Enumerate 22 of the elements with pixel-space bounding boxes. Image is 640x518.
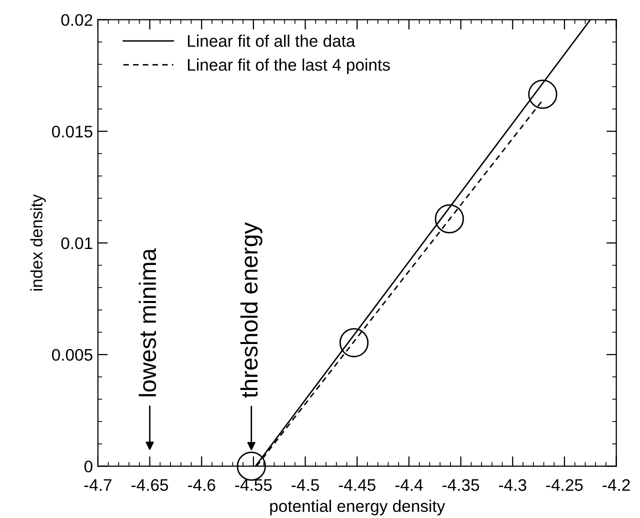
x-tick-label: -4.5 xyxy=(292,479,319,491)
x-tick-label: -4.35 xyxy=(442,479,480,491)
annotation: lowest minima xyxy=(138,248,156,396)
y-tick-label: 0 xyxy=(84,460,92,472)
legend-label: Linear fit of the last 4 points xyxy=(188,58,390,74)
y-tick-label: 0.015 xyxy=(52,126,92,138)
x-tick-label: -4.6 xyxy=(188,479,216,491)
x-tick-label: -4.45 xyxy=(338,479,376,491)
y-tick-label: 0.01 xyxy=(61,237,92,250)
x-tick-label: -4.65 xyxy=(132,479,168,491)
y-tick-label: 0.02 xyxy=(61,14,92,26)
annotation: threshold energy xyxy=(240,222,262,398)
x-tick-label: -4.3 xyxy=(499,479,526,491)
y-axis-title: index density xyxy=(30,194,46,290)
x-tick-label: -4.55 xyxy=(235,479,272,491)
x-tick-label: -4.2 xyxy=(602,479,630,491)
x-tick-label: -4.7 xyxy=(84,479,112,491)
x-tick-label: -4.4 xyxy=(395,479,423,491)
legend-label: Linear fit of all the data xyxy=(188,34,356,47)
y-tick-label: 0.005 xyxy=(52,348,92,361)
x-tick-label: -4.25 xyxy=(546,479,583,491)
x-axis-title: potential energy density xyxy=(270,500,446,516)
